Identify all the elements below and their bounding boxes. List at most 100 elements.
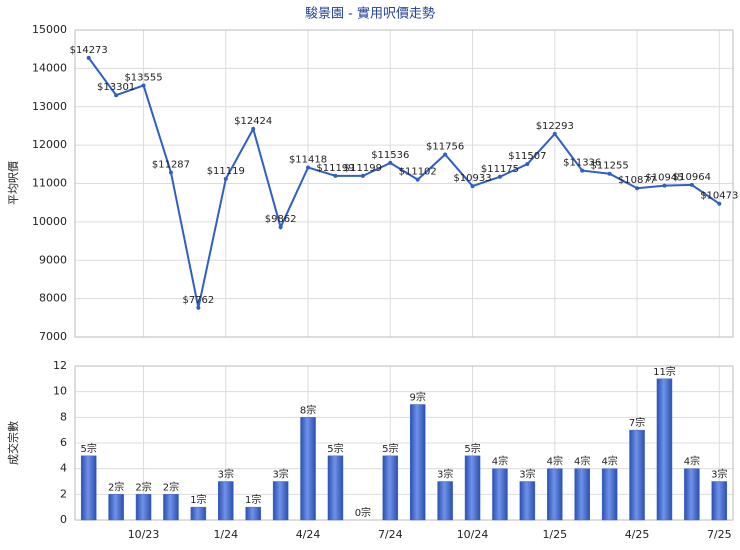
- bar: [80, 455, 97, 521]
- x-tick-label: 7/25: [707, 528, 732, 541]
- value-label: 3宗: [519, 468, 535, 481]
- bar: [272, 481, 289, 521]
- value-label: 0宗: [355, 506, 371, 519]
- y-tick-label: 4: [60, 462, 67, 475]
- plot-frame: [74, 365, 734, 521]
- value-label: 3宗: [272, 468, 288, 481]
- bar: [327, 455, 344, 521]
- value-label: $11102: [399, 167, 437, 178]
- x-tick-label: 4/24: [296, 528, 321, 541]
- point: [497, 174, 502, 179]
- point: [525, 162, 530, 167]
- value-label: $9862: [265, 214, 297, 225]
- y-tick-label: 0: [60, 513, 67, 526]
- value-label: $7762: [182, 295, 214, 306]
- value-label: $11418: [289, 154, 327, 165]
- y-tick-label: 8: [60, 410, 67, 423]
- bar: [218, 481, 234, 521]
- point: [86, 55, 91, 60]
- point: [306, 165, 311, 170]
- value-label: 11宗: [653, 365, 676, 378]
- value-label: $11287: [152, 159, 190, 170]
- value-label: 2宗: [108, 480, 124, 493]
- point: [662, 183, 667, 188]
- chart-title: 駿景園 - 實用呎價走勢: [305, 6, 435, 22]
- point: [251, 126, 256, 131]
- y-tick-label: 10: [53, 385, 67, 398]
- bar: [382, 455, 399, 521]
- value-label: 5宗: [81, 442, 97, 455]
- y-tick-label: 8000: [39, 292, 67, 305]
- bar: [464, 455, 481, 521]
- value-label: $11756: [426, 141, 464, 152]
- value-label: $11336: [563, 158, 601, 169]
- value-label: 3宗: [218, 468, 234, 481]
- y-axis-label: 平均呎價: [6, 161, 20, 205]
- value-label: 3宗: [711, 468, 727, 481]
- bar: [492, 468, 508, 521]
- value-label: $11507: [508, 151, 546, 162]
- point: [415, 177, 420, 182]
- value-label: $12293: [536, 121, 574, 132]
- value-label: 7宗: [629, 416, 645, 429]
- point: [443, 152, 448, 157]
- value-label: 4宗: [601, 455, 617, 468]
- point: [168, 170, 173, 175]
- x-tick-label: 7/24: [378, 528, 403, 541]
- y-tick-label: 12: [53, 359, 67, 372]
- y-tick-label: 2: [60, 487, 67, 500]
- point: [114, 93, 119, 98]
- point: [552, 131, 557, 136]
- value-label: $11199: [344, 163, 382, 174]
- point: [470, 184, 475, 189]
- value-label: 2宗: [163, 480, 179, 493]
- value-label: $14273: [70, 45, 108, 56]
- x-tick-label: 10/23: [128, 528, 160, 541]
- bar: [135, 494, 152, 521]
- point: [196, 305, 201, 310]
- value-label: $13301: [97, 82, 135, 93]
- bar: [629, 429, 645, 521]
- point: [607, 171, 612, 176]
- value-label: $11199: [316, 163, 354, 174]
- bar: [245, 506, 261, 521]
- value-label: $13555: [124, 72, 162, 83]
- value-label: $11119: [207, 166, 245, 177]
- point: [333, 173, 338, 178]
- x-tick-label: 1/24: [213, 528, 238, 541]
- point: [223, 176, 228, 181]
- value-label: $10933: [453, 173, 491, 184]
- bar: [601, 468, 618, 521]
- bar: [547, 468, 563, 521]
- value-label: 9宗: [410, 391, 426, 404]
- value-label: 4宗: [492, 455, 508, 468]
- y-tick-label: 15000: [32, 23, 67, 36]
- point: [141, 83, 146, 88]
- y-tick-label: 9000: [39, 253, 67, 266]
- y-axis-label: 成交宗數: [6, 421, 20, 465]
- point: [580, 168, 585, 173]
- value-label: 3宗: [437, 468, 453, 481]
- bar: [108, 494, 124, 521]
- value-label: 4宗: [684, 455, 700, 468]
- value-label: 5宗: [327, 442, 343, 455]
- value-label: 5宗: [464, 442, 480, 455]
- plot-frame: [74, 29, 734, 338]
- bar: [163, 494, 179, 521]
- point: [388, 160, 393, 165]
- value-label: $11536: [371, 150, 409, 161]
- y-tick-label: 10000: [32, 215, 67, 228]
- value-label: 1宗: [190, 493, 206, 506]
- point: [278, 225, 283, 230]
- y-tick-label: 7000: [39, 330, 67, 343]
- bar: [409, 404, 426, 521]
- value-label: 4宗: [547, 455, 563, 468]
- value-label: $10473: [700, 191, 738, 202]
- bar: [437, 481, 453, 521]
- bar: [711, 481, 728, 521]
- line: [87, 57, 720, 308]
- point: [717, 201, 722, 206]
- bar: [190, 506, 207, 521]
- bar: [300, 417, 316, 521]
